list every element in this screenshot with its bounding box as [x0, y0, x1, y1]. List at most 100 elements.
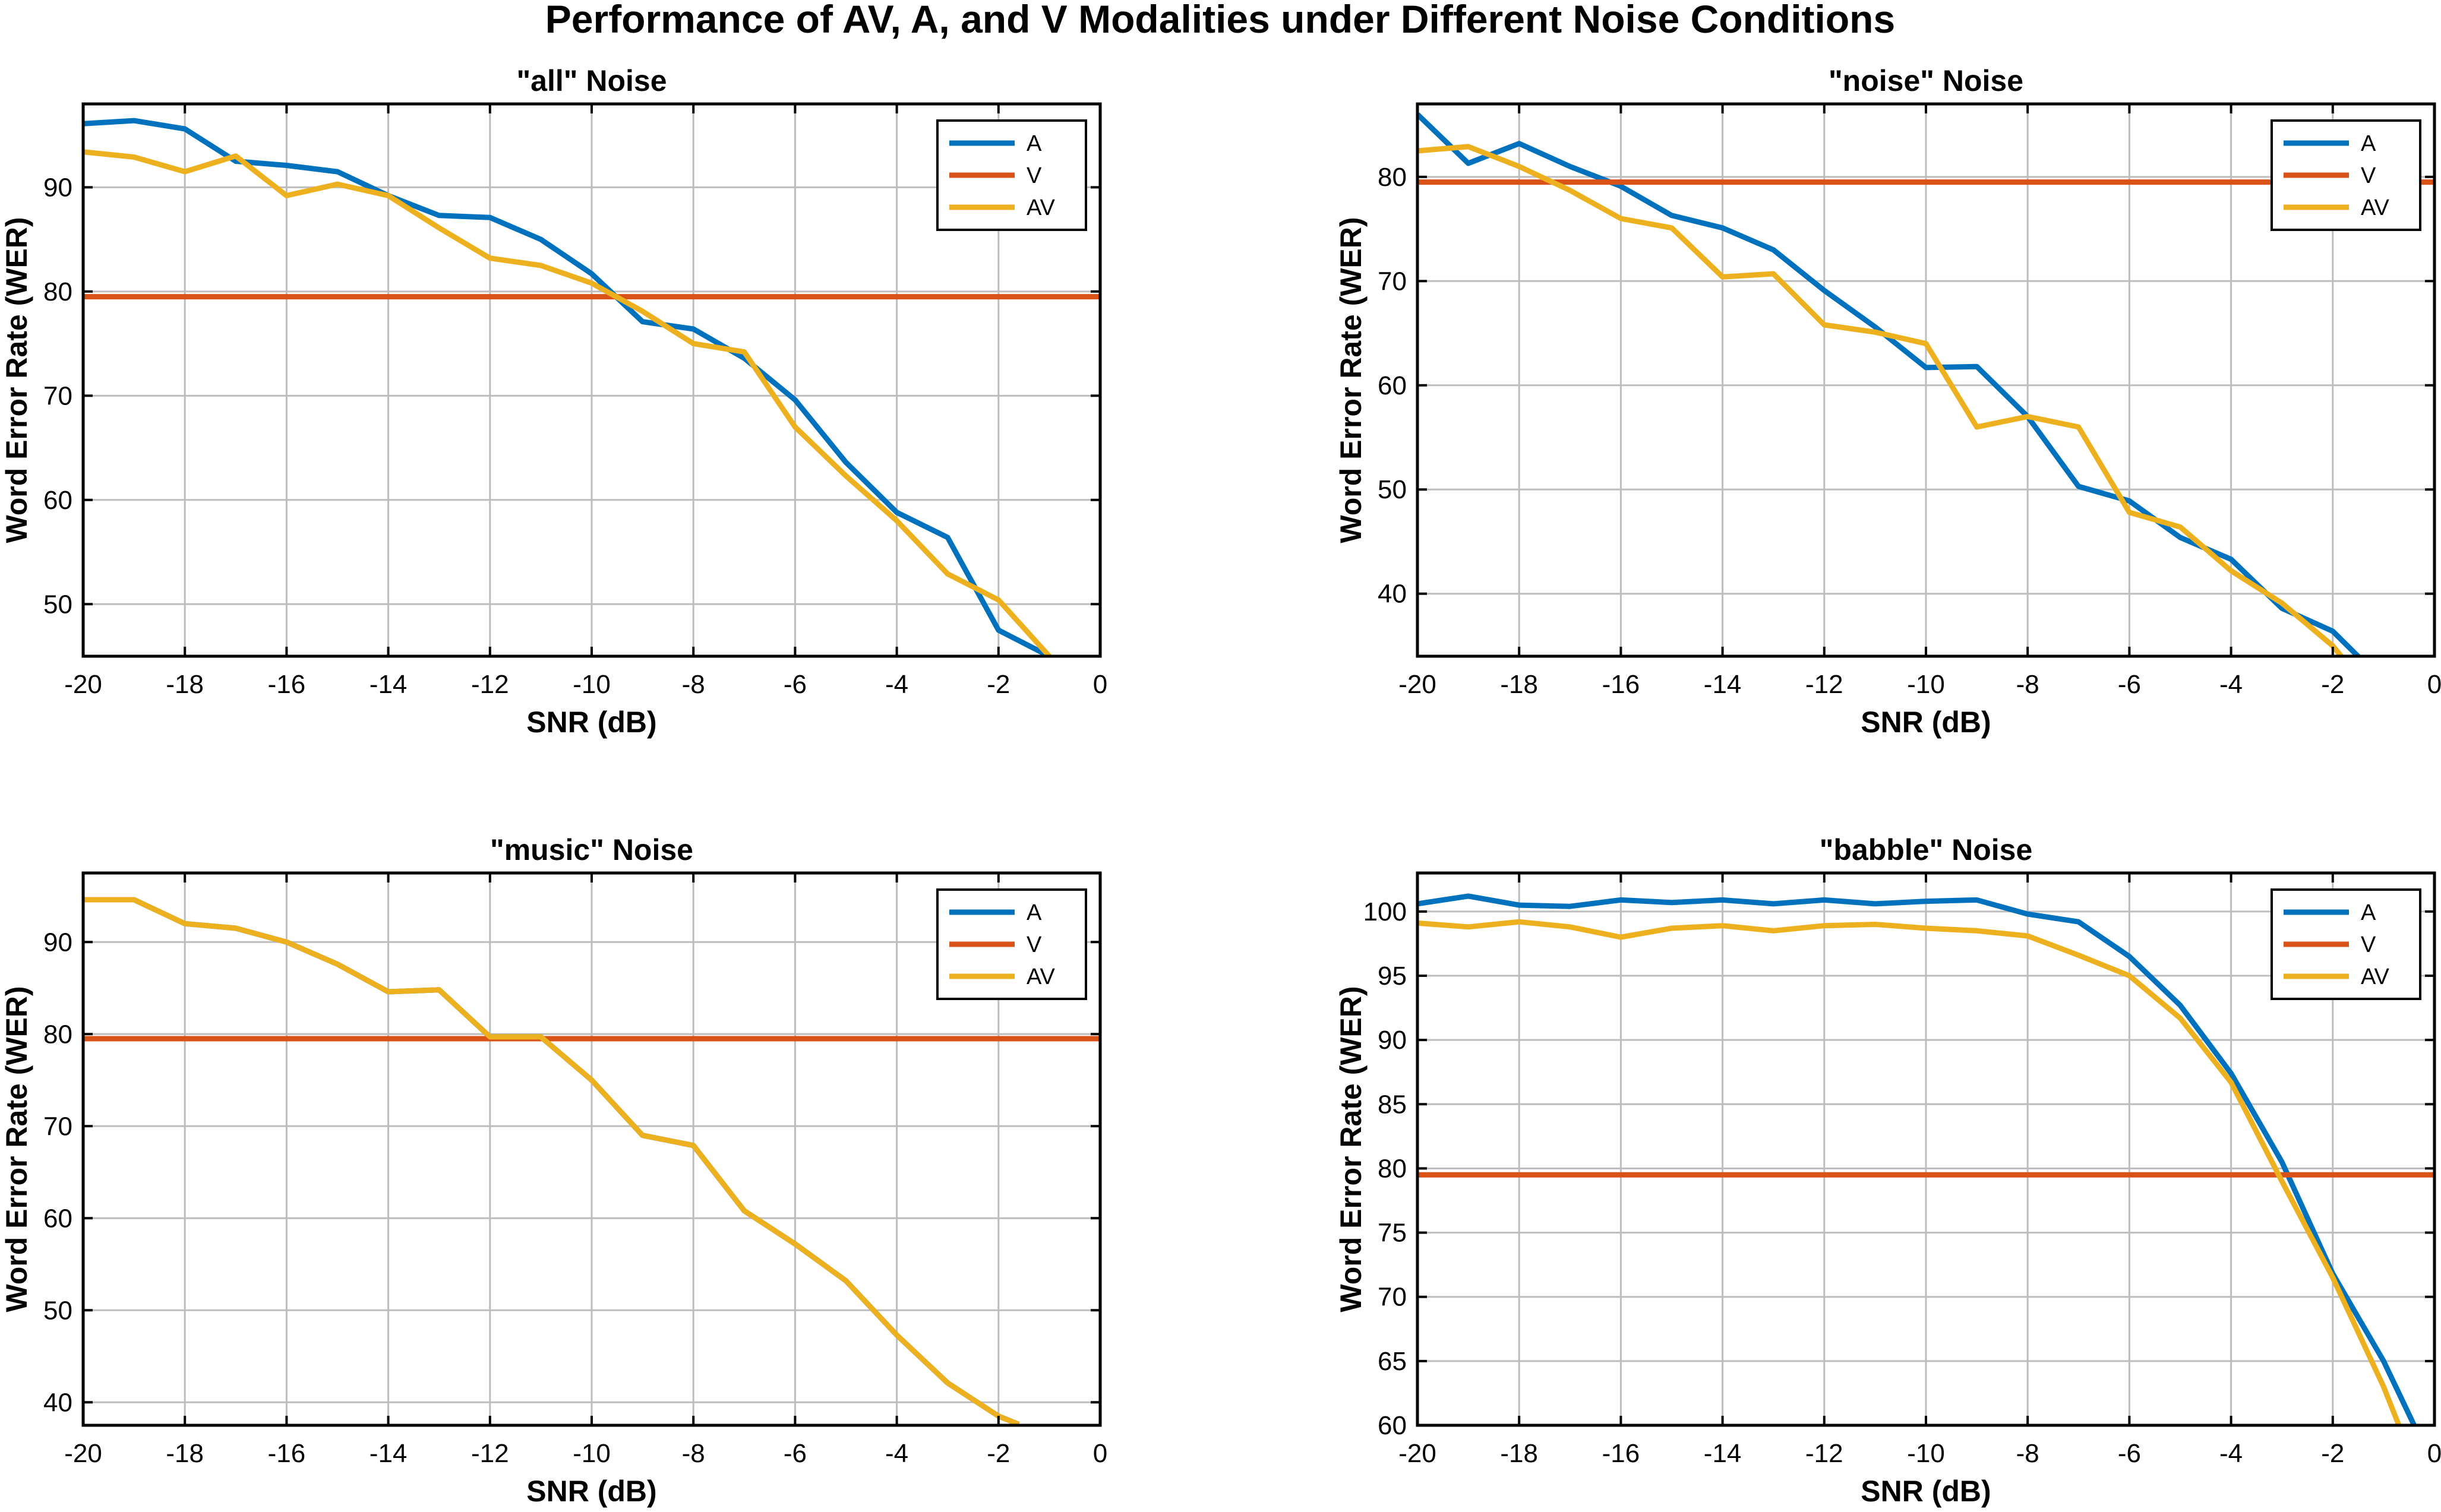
legend: AV AV: [936, 119, 1087, 231]
y-tick-label: 60: [43, 486, 72, 515]
x-tick-label: -6: [784, 1439, 807, 1468]
x-tick-label: -12: [1805, 670, 1843, 699]
y-tick-label: 100: [1363, 897, 1407, 926]
x-tick-label: -4: [885, 670, 908, 699]
y-tick-label: 80: [43, 1020, 72, 1049]
x-tick-label: -10: [573, 670, 611, 699]
y-tick-label: 40: [43, 1388, 72, 1417]
x-axis-label: SNR (dB): [526, 706, 656, 739]
y-tick-label: 70: [1378, 267, 1407, 296]
subplot-4: -20 -18 -16 -14 -12 -10 -8 -6 -4 -2 06065707580859…: [1334, 833, 2441, 1508]
legend-label-a: A: [2361, 131, 2376, 156]
legend: AV AV: [2271, 888, 2421, 1000]
x-tick-label: -16: [1602, 670, 1640, 699]
series-line-av: [1417, 919, 2402, 1425]
x-tick-label: -18: [1500, 670, 1538, 699]
x-tick-label: -2: [2321, 1439, 2344, 1468]
legend-label-a: A: [2361, 900, 2376, 925]
y-tick-label: 60: [1378, 1411, 1407, 1440]
y-tick-label: 60: [43, 1204, 72, 1233]
y-tick-label: 95: [1378, 961, 1407, 991]
x-tick-label: -14: [370, 670, 408, 699]
legend-label-av: AV: [1027, 964, 1056, 989]
series-group: [83, 118, 1100, 656]
x-tick-label: 0: [1093, 670, 1107, 699]
series-group: [83, 897, 1100, 1425]
x-tick-label: -20: [1398, 1439, 1436, 1468]
y-tick-label: 90: [43, 173, 72, 202]
legend: AV AV: [2271, 119, 2421, 231]
x-tick-label: -8: [682, 1439, 705, 1468]
y-tick-label: 80: [1378, 1154, 1407, 1183]
x-tick-label: -12: [1805, 1439, 1843, 1468]
x-tick-label: 0: [2427, 1439, 2441, 1468]
subplot-title: "babble" Noise: [1820, 833, 2033, 866]
x-tick-label: -8: [2016, 1439, 2039, 1468]
x-tick-label: -18: [166, 1439, 204, 1468]
x-tick-label: -14: [1704, 670, 1742, 699]
x-tick-label: -2: [987, 1439, 1010, 1468]
series-line-av: [1417, 144, 2345, 656]
legend-label-v: V: [2361, 932, 2376, 957]
series-group: [1417, 893, 2434, 1425]
x-tick-label: -2: [987, 670, 1010, 699]
y-tick-label: 80: [1378, 163, 1407, 192]
y-tick-label: 85: [1378, 1090, 1407, 1119]
subplot-grid: -20 -18 -16 -14 -12 -10 -8 -6 -4 -2 05060708090"al…: [0, 64, 2441, 1508]
x-tick-label: 0: [1093, 1439, 1107, 1468]
figure-title: Performance of AV, A, and V Modalities u…: [545, 0, 1895, 41]
subplot-title: "noise" Noise: [1829, 64, 2023, 97]
subplot-title: "music" Noise: [490, 833, 693, 866]
x-tick-label: -16: [268, 670, 306, 699]
y-tick-label: 70: [43, 1112, 72, 1141]
x-tick-label: -18: [1500, 1439, 1538, 1468]
legend-label-v: V: [1027, 932, 1042, 957]
series-line-a: [1417, 112, 2362, 656]
x-tick-label: -14: [370, 1439, 408, 1468]
y-axis-label: Word Error Rate (WER): [1334, 986, 1368, 1312]
x-tick-label: -18: [166, 670, 204, 699]
x-tick-label: -12: [471, 1439, 509, 1468]
x-tick-label: -8: [682, 670, 705, 699]
x-axis-label: SNR (dB): [1861, 1475, 1991, 1508]
legend-label-a: A: [1027, 131, 1042, 156]
legend-label-av: AV: [2361, 964, 2390, 989]
x-tick-label: -20: [64, 1439, 102, 1468]
legend-label-av: AV: [2361, 195, 2390, 220]
x-tick-label: -8: [2016, 670, 2039, 699]
series-group: [1417, 112, 2434, 656]
legend-label-av: AV: [1027, 195, 1056, 220]
subplot-1: -20 -18 -16 -14 -12 -10 -8 -6 -4 -2 05060708090"al…: [0, 64, 1107, 739]
x-tick-label: -6: [2118, 1439, 2141, 1468]
y-tick-label: 90: [43, 928, 72, 957]
x-tick-label: -6: [2118, 670, 2141, 699]
x-tick-label: -20: [1398, 670, 1436, 699]
series-line-av: [83, 897, 1020, 1425]
x-tick-label: -16: [268, 1439, 306, 1468]
x-tick-label: -10: [1907, 670, 1945, 699]
x-tick-label: -6: [784, 670, 807, 699]
y-tick-label: 50: [43, 1296, 72, 1325]
y-tick-label: 75: [1378, 1219, 1407, 1248]
legend-label-v: V: [2361, 163, 2376, 188]
x-tick-label: -14: [1704, 1439, 1742, 1468]
y-axis-label: Word Error Rate (WER): [0, 986, 33, 1312]
subplot-title: "all" Noise: [516, 64, 667, 97]
y-axis-label: Word Error Rate (WER): [0, 217, 33, 543]
series-line-a: [1417, 893, 2417, 1425]
x-tick-label: -12: [471, 670, 509, 699]
y-tick-label: 70: [1378, 1283, 1407, 1312]
x-axis-label: SNR (dB): [1861, 706, 1991, 739]
legend: AV AV: [936, 888, 1087, 1000]
y-tick-label: 65: [1378, 1347, 1407, 1376]
y-tick-label: 40: [1378, 580, 1407, 609]
x-tick-label: -10: [573, 1439, 611, 1468]
x-tick-label: 0: [2427, 670, 2441, 699]
subplot-2: -20 -18 -16 -14 -12 -10 -8 -6 -4 -2 04050607080"no…: [1334, 64, 2441, 739]
y-tick-label: 50: [1378, 475, 1407, 504]
subplot-3: -20 -18 -16 -14 -12 -10 -8 -6 -4 -2 0405060708090"…: [0, 833, 1107, 1508]
y-tick-label: 50: [43, 590, 72, 619]
x-tick-label: -16: [1602, 1439, 1640, 1468]
y-tick-label: 80: [43, 277, 72, 306]
